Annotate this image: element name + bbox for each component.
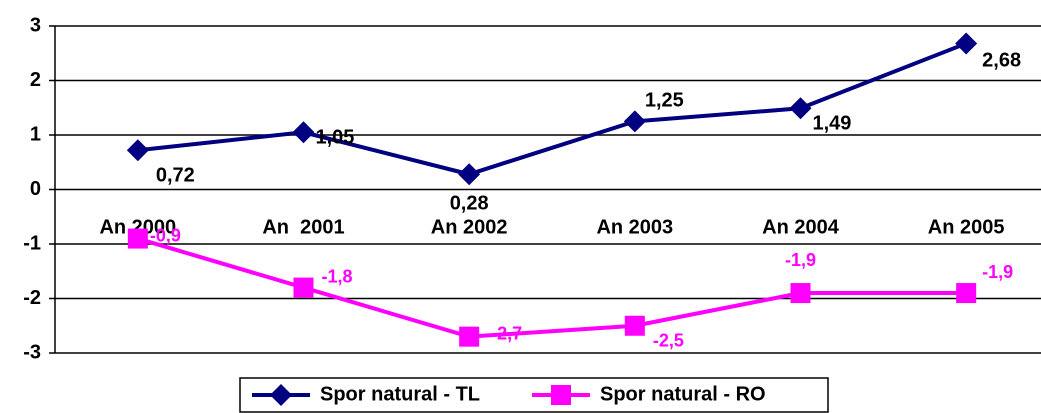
y-tick-label: 3 <box>30 14 41 36</box>
data-label: 2,68 <box>982 50 1021 72</box>
x-tick-label: An 2002 <box>431 216 508 238</box>
marker <box>458 163 481 186</box>
marker <box>551 385 571 405</box>
data-label: -2,5 <box>653 331 684 351</box>
legend-label: Spor natural - TL <box>320 383 480 405</box>
y-tick-label: 1 <box>30 123 41 145</box>
data-label: -2,7 <box>491 323 522 343</box>
line <box>137 41 967 177</box>
marker <box>270 384 292 406</box>
x-tick-label: An 2005 <box>928 216 1005 238</box>
y-tick-label: -2 <box>23 287 41 309</box>
legend-label: Spor natural - RO <box>600 383 766 405</box>
y-tick-label: 0 <box>30 178 41 200</box>
line <box>137 236 967 339</box>
data-label: 1,49 <box>813 113 852 135</box>
data-label: 1,05 <box>316 127 355 149</box>
y-tick-label: -3 <box>23 341 41 363</box>
x-tick-label: An 2001 <box>262 216 344 238</box>
data-label: -1,8 <box>322 266 353 286</box>
marker <box>292 121 315 144</box>
y-tick-label: -1 <box>23 232 41 254</box>
marker <box>956 283 977 304</box>
data-label: 0,72 <box>156 165 195 187</box>
marker <box>126 139 149 162</box>
marker <box>623 110 646 133</box>
marker <box>955 32 978 55</box>
marker <box>790 283 811 304</box>
marker <box>127 228 148 249</box>
y-tick-label: 2 <box>30 69 41 91</box>
x-tick-label: An 2000 <box>99 216 176 238</box>
x-tick-label: An 2004 <box>762 216 840 238</box>
data-label: -1,9 <box>982 262 1013 282</box>
data-label: -0,9 <box>150 225 181 245</box>
x-tick-label: An 2003 <box>596 216 673 238</box>
data-label: 0,28 <box>450 193 489 215</box>
marker <box>293 277 314 298</box>
marker <box>624 315 645 336</box>
data-label: -1,9 <box>785 250 816 270</box>
data-label: 1,25 <box>645 90 684 112</box>
marker <box>459 326 480 347</box>
marker <box>789 97 812 120</box>
